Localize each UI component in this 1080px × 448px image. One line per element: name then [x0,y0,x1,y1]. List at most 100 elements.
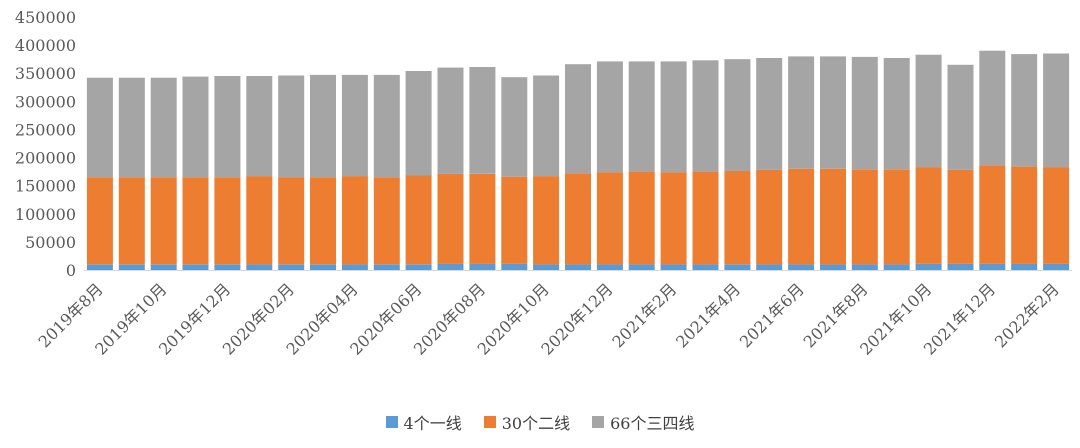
bar-segment-tier1 [437,263,464,270]
bar-segment-tier1 [182,264,209,270]
bar-segment-tier1 [851,264,878,270]
bar-segment-tier1 [788,264,815,270]
bar-segment-tier3-4 [405,71,432,176]
bar-segment-tier1 [1043,263,1070,270]
y-tick-label: 0 [66,261,76,280]
bar-segment-tier1 [660,264,687,270]
bar-segment-tier3-4 [437,67,464,174]
bar-segment-tier2 [246,176,273,265]
legend-item-tier2: 30个二线 [483,410,571,434]
chart-legend: 4个一线 30个二线 66个三四线 [0,410,1080,434]
bar-segment-tier3-4 [820,56,846,169]
bar-segment-tier2 [150,177,177,265]
bar-segment-tier2 [501,176,528,264]
bar-segment-tier2 [118,177,145,265]
y-tick-label: 450000 [15,8,76,27]
legend-label-tier2: 30个二线 [501,414,571,433]
bar-segment-tier1 [469,263,496,270]
bar-segment-tier2 [851,169,878,265]
bar-segment-tier3-4 [947,64,974,170]
bar-segment-tier2 [1011,166,1038,264]
y-tick-label: 50000 [25,233,76,252]
bar-segment-tier3-4 [565,64,591,174]
bar-segment-tier2 [405,175,432,265]
bar-segment-tier2 [628,171,655,265]
y-tick-label: 300000 [15,92,76,111]
bar-segment-tier3-4 [278,75,305,178]
bar-segment-tier3-4 [851,56,878,170]
bar-segment-tier2 [278,177,305,265]
bar-segment-tier1 [373,264,400,270]
x-tick-label: 2022年2月 [991,279,1063,351]
legend-swatch-tier3-4 [592,416,605,428]
bar-segment-tier1 [214,264,241,270]
bar-segment-tier1 [278,264,305,270]
bar-segment-tier1 [150,264,177,270]
bar-segment-tier1 [246,264,273,270]
bar-segment-tier2 [724,171,751,265]
bar-segment-tier3-4 [469,67,496,174]
bar-segment-tier3-4 [373,74,400,178]
bar-segment-tier2 [820,168,846,265]
y-tick-label: 400000 [15,36,76,55]
bar-segment-tier1 [883,264,910,270]
bar-segment-tier2 [756,169,783,265]
bar-segment-tier2 [979,165,1006,264]
y-tick-label: 250000 [15,120,76,139]
bar-segment-tier3-4 [660,61,687,173]
bar-segment-tier2 [660,172,687,265]
y-tick-label: 100000 [15,205,76,224]
bar-segment-tier2 [533,176,560,265]
bar-segment-tier3-4 [883,58,910,170]
legend-item-tier1: 4个一线 [385,410,462,434]
x-tick-label: 2021年2月 [608,279,680,351]
bar-segment-tier3-4 [150,77,177,178]
bar-segment-tier3-4 [341,74,368,177]
x-tick-label: 2021年4月 [672,279,744,351]
bar-segment-tier1 [405,264,432,270]
bar-segment-tier2 [182,177,209,265]
y-tick-label: 150000 [15,177,76,196]
bar-segment-tier3-4 [246,76,273,177]
bar-segment-tier3-4 [628,61,655,172]
bar-segment-tier1 [979,263,1006,270]
bar-segment-tier3-4 [214,76,241,178]
bar-segment-tier2 [310,177,336,265]
bar-segment-tier3-4 [979,50,1006,166]
y-tick-label: 200000 [15,149,76,168]
bar-segment-tier3-4 [788,56,815,169]
bar-segment-tier1 [692,264,719,270]
bar-segment-tier2 [915,167,942,264]
legend-swatch-tier2 [483,416,496,428]
bar-segment-tier2 [1043,167,1070,264]
stacked-bar-chart: 0 50000 100000 150000 200000 250000 300000 3500… [15,8,1072,359]
bar-segment-tier2 [341,176,368,265]
bar-segment-tier3-4 [501,77,528,177]
bar-segment-tier2 [565,173,591,265]
bar-segment-tier3-4 [724,59,751,172]
bar-segment-tier3-4 [86,77,113,178]
bar-segment-tier1 [915,263,942,270]
bar-segment-tier3-4 [1043,53,1070,168]
bar-segment-tier2 [214,177,241,265]
bar-segment-tier3-4 [1011,54,1038,167]
bar-segment-tier1 [310,264,336,270]
x-tick-label: 2021年6月 [736,279,808,351]
bar-segment-tier1 [756,264,783,270]
bar-segment-tier1 [628,264,655,270]
bar-segment-tier1 [820,264,846,270]
bar-segment-tier2 [883,169,910,265]
bar-segment-tier2 [788,168,815,265]
bar-segment-tier2 [692,171,719,265]
bar-segment-tier2 [469,173,496,264]
bar-segment-tier3-4 [596,61,623,173]
legend-item-tier3-4: 66个三四线 [592,410,694,434]
bar-segment-tier1 [533,264,560,270]
bar-segment-tier1 [1011,263,1038,270]
bar-segment-tier3-4 [915,54,942,168]
legend-label-tier1: 4个一线 [403,414,462,433]
bar-segment-tier1 [118,264,145,270]
bar-segment-tier2 [596,172,623,265]
bar-segment-tier3-4 [756,58,783,170]
bar-segment-tier1 [596,264,623,270]
